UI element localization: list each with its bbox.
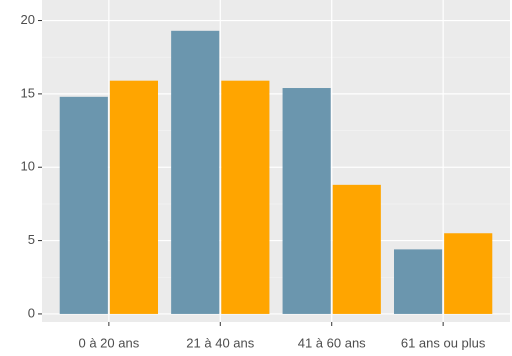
x-tick-label: 41 à 60 ans [298, 335, 366, 350]
bar [444, 233, 493, 314]
x-tick-label: 61 ans ou plus [401, 335, 486, 350]
x-tick-label: 21 à 40 ans [186, 335, 254, 350]
bar [332, 184, 381, 314]
y-tick-label: 0 [28, 305, 35, 320]
y-tick-label: 5 [28, 232, 35, 247]
x-tick-label: 0 à 20 ans [78, 335, 139, 350]
bar [171, 30, 220, 314]
bar [221, 80, 270, 314]
y-tick-label: 15 [21, 85, 35, 100]
bar [109, 80, 158, 314]
bar [394, 249, 443, 314]
y-tick-label: 10 [21, 159, 35, 174]
bar [59, 96, 108, 314]
y-tick-label: 20 [21, 12, 35, 27]
bar [282, 88, 331, 314]
